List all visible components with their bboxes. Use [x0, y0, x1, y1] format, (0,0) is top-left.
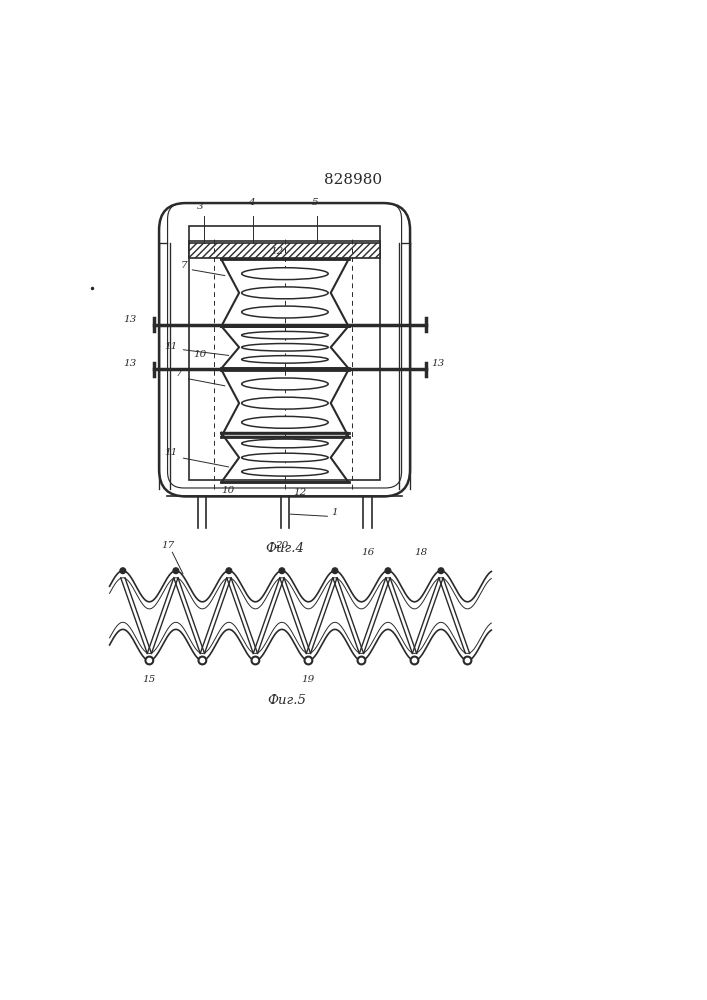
Text: 13: 13	[123, 315, 136, 324]
Ellipse shape	[242, 287, 328, 299]
Ellipse shape	[242, 331, 328, 339]
Text: 16: 16	[361, 548, 375, 557]
Ellipse shape	[242, 378, 328, 390]
Text: 7: 7	[175, 369, 182, 378]
Text: 11: 11	[164, 448, 177, 457]
Text: 828980: 828980	[325, 173, 382, 187]
Text: 10: 10	[193, 350, 206, 359]
Ellipse shape	[242, 306, 328, 318]
Circle shape	[385, 568, 391, 574]
Circle shape	[253, 658, 257, 663]
Circle shape	[304, 656, 312, 665]
Circle shape	[357, 656, 366, 665]
Text: 5: 5	[312, 198, 318, 207]
Circle shape	[463, 656, 472, 665]
Circle shape	[306, 658, 310, 663]
Circle shape	[251, 656, 259, 665]
Circle shape	[200, 658, 204, 663]
Circle shape	[412, 658, 416, 663]
Ellipse shape	[242, 397, 328, 409]
Text: 7: 7	[180, 261, 187, 270]
Bar	[189, 226, 380, 480]
Circle shape	[279, 568, 285, 574]
Text: 18: 18	[414, 548, 428, 557]
Text: Фиг.4: Фиг.4	[265, 542, 304, 555]
Circle shape	[332, 568, 338, 574]
Ellipse shape	[242, 344, 328, 351]
Circle shape	[359, 658, 363, 663]
Circle shape	[147, 658, 151, 663]
Ellipse shape	[242, 467, 328, 476]
Bar	[189, 243, 380, 258]
Circle shape	[410, 656, 419, 665]
Text: Фиг.5: Фиг.5	[267, 694, 305, 707]
Circle shape	[145, 656, 153, 665]
Circle shape	[465, 658, 469, 663]
Text: 13: 13	[431, 359, 445, 368]
Text: 11: 11	[164, 342, 177, 351]
Text: 20: 20	[275, 541, 288, 550]
Ellipse shape	[242, 268, 328, 280]
Text: 3: 3	[197, 202, 203, 211]
Text: 15: 15	[142, 675, 156, 684]
Text: 17: 17	[162, 541, 175, 550]
Circle shape	[226, 568, 232, 574]
Text: 10: 10	[221, 486, 235, 495]
Circle shape	[198, 656, 206, 665]
Ellipse shape	[242, 453, 328, 462]
Text: 12: 12	[293, 488, 307, 497]
Circle shape	[438, 568, 444, 574]
Circle shape	[173, 568, 179, 574]
Text: 13: 13	[123, 359, 136, 368]
Circle shape	[120, 568, 126, 574]
Text: 4: 4	[248, 198, 255, 207]
Text: 19: 19	[301, 675, 315, 684]
Text: 1: 1	[331, 508, 337, 517]
Text: 12: 12	[271, 247, 284, 256]
Ellipse shape	[242, 356, 328, 363]
Ellipse shape	[242, 416, 328, 428]
Ellipse shape	[242, 439, 328, 448]
